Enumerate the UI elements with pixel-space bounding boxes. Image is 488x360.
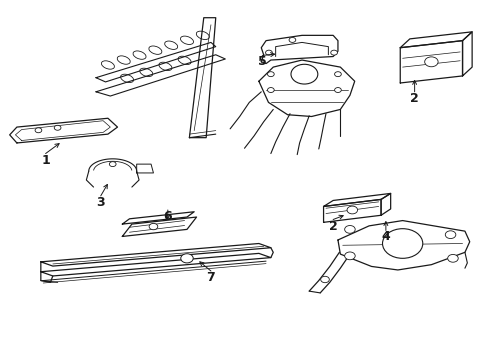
Polygon shape: [137, 164, 153, 173]
Polygon shape: [96, 42, 215, 82]
Polygon shape: [399, 41, 462, 83]
Text: 2: 2: [328, 220, 337, 233]
Circle shape: [382, 229, 422, 258]
Text: 3: 3: [96, 196, 105, 209]
Circle shape: [447, 255, 457, 262]
Circle shape: [424, 57, 437, 67]
Polygon shape: [258, 60, 354, 117]
Text: 6: 6: [163, 210, 172, 223]
Polygon shape: [462, 32, 471, 76]
Polygon shape: [337, 221, 469, 270]
Circle shape: [267, 87, 274, 93]
Polygon shape: [41, 243, 270, 276]
Circle shape: [265, 50, 272, 55]
Circle shape: [54, 125, 61, 130]
Text: 1: 1: [41, 154, 50, 167]
Polygon shape: [122, 217, 196, 237]
Polygon shape: [399, 32, 471, 48]
Polygon shape: [323, 193, 390, 207]
Circle shape: [181, 254, 193, 263]
Text: 2: 2: [409, 92, 418, 105]
Polygon shape: [323, 199, 380, 222]
Circle shape: [445, 231, 455, 239]
Circle shape: [344, 252, 354, 260]
Circle shape: [109, 162, 116, 167]
Circle shape: [290, 64, 317, 84]
Circle shape: [149, 224, 158, 230]
Polygon shape: [380, 193, 390, 215]
Polygon shape: [189, 18, 215, 138]
Polygon shape: [89, 159, 137, 171]
Polygon shape: [96, 55, 225, 96]
Circle shape: [330, 50, 337, 55]
Circle shape: [346, 206, 357, 214]
Circle shape: [334, 87, 341, 93]
Circle shape: [344, 225, 354, 233]
Circle shape: [35, 128, 41, 133]
Circle shape: [288, 37, 295, 42]
Circle shape: [267, 72, 274, 77]
Polygon shape: [261, 35, 337, 64]
Polygon shape: [10, 118, 117, 143]
Text: 7: 7: [206, 271, 215, 284]
Text: 5: 5: [257, 55, 266, 68]
Polygon shape: [122, 212, 194, 224]
Circle shape: [334, 72, 341, 77]
Text: 4: 4: [381, 230, 389, 243]
Circle shape: [320, 276, 328, 283]
